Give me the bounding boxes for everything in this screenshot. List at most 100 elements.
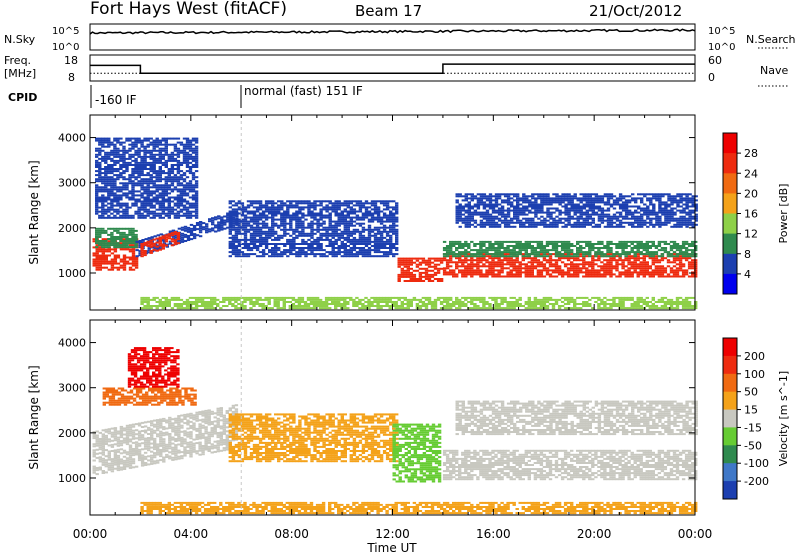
data-cell (518, 251, 522, 254)
data-cell (639, 271, 643, 274)
data-cell (506, 223, 511, 226)
data-cell (164, 212, 168, 215)
data-cell (542, 269, 547, 272)
data-cell (268, 234, 272, 237)
data-cell (258, 238, 263, 241)
data-cell (660, 253, 665, 256)
data-cell (217, 217, 221, 220)
data-cell (445, 245, 450, 247)
data-cell (534, 211, 538, 214)
data-cell (491, 271, 495, 274)
data-cell (661, 209, 665, 212)
data-cell (122, 141, 126, 144)
data-cell (552, 201, 556, 204)
data-cell (179, 141, 184, 144)
data-cell (397, 265, 401, 268)
data-cell (268, 236, 272, 239)
data-cell (455, 273, 459, 276)
data-cell (226, 212, 230, 215)
data-cell (252, 210, 257, 213)
data-cell (642, 265, 646, 268)
data-cell (515, 240, 519, 243)
data-cell (557, 271, 562, 274)
data-cell (528, 203, 532, 206)
data-cell (283, 214, 287, 217)
data-cell (545, 253, 550, 256)
data-cell (567, 209, 571, 212)
data-cell (237, 200, 242, 203)
data-cell (503, 223, 508, 226)
data-cell (421, 280, 426, 282)
data-cell (361, 226, 366, 229)
data-cell (497, 195, 502, 198)
data-cell (161, 170, 165, 173)
data-cell (182, 206, 187, 209)
data-cell (528, 209, 532, 212)
data-cell (352, 220, 357, 223)
data-cell (367, 224, 372, 227)
data-cell (509, 253, 513, 256)
data-cell (283, 212, 287, 215)
data-cell (637, 197, 641, 200)
data-cell (167, 206, 171, 209)
data-cell (382, 243, 387, 245)
data-cell (110, 149, 114, 152)
data-cell (191, 139, 196, 142)
data-cell (125, 157, 129, 160)
data-cell (534, 205, 538, 208)
data-cell (122, 172, 126, 175)
data-cell (185, 161, 190, 164)
data-cell (392, 253, 396, 256)
data-cell (179, 188, 184, 191)
data-cell (322, 222, 326, 225)
data-cell (173, 196, 178, 199)
data-cell (122, 188, 126, 191)
data-cell (509, 261, 513, 264)
data-cell (234, 202, 239, 205)
data-cell (274, 249, 278, 252)
data-cell (252, 247, 257, 249)
data-cell (691, 245, 695, 247)
data-cell (188, 184, 193, 187)
data-cell (651, 259, 655, 262)
data-cell (676, 199, 680, 202)
data-cell (594, 193, 599, 196)
data-cell (137, 153, 141, 156)
data-cell (491, 249, 495, 252)
data-cell (642, 247, 646, 249)
data-cell (473, 253, 477, 256)
data-cell (524, 249, 528, 252)
data-cell (186, 230, 191, 233)
nave-tick-bottom: 0 (708, 71, 715, 84)
data-cell (328, 226, 332, 229)
data-cell (149, 166, 153, 168)
data-cell (304, 214, 308, 217)
cpid-label: CPID (8, 91, 37, 104)
data-cell (194, 151, 199, 154)
data-cell (497, 217, 502, 220)
data-cell (246, 206, 251, 209)
data-cell (286, 210, 290, 213)
data-cell (192, 233, 197, 236)
data-cell (570, 205, 574, 208)
data-cell (430, 280, 435, 282)
data-cell (579, 201, 583, 204)
data-cell (173, 214, 178, 217)
data-cell (346, 234, 350, 237)
data-cell (376, 232, 381, 235)
data-cell (313, 249, 317, 252)
data-cell (164, 188, 168, 191)
data-cell (646, 217, 650, 220)
data-cell (113, 151, 117, 154)
data-cell (392, 208, 396, 211)
data-cell (325, 204, 329, 207)
data-cell (140, 249, 144, 252)
data-cell (621, 209, 626, 212)
data-cell (185, 141, 190, 144)
data-cell (667, 193, 671, 196)
data-cell (188, 147, 193, 150)
data-cell (631, 215, 635, 218)
data-cell (651, 245, 655, 247)
data-cell (231, 243, 236, 245)
data-cell (113, 155, 117, 158)
